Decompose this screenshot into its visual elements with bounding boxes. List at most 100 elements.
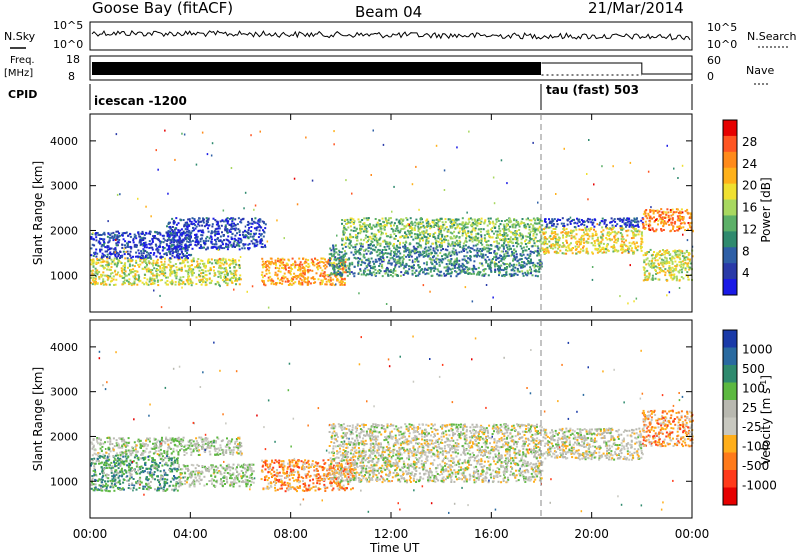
scatter-point — [419, 254, 422, 257]
scatter-point — [311, 269, 314, 272]
scatter-point — [111, 260, 114, 263]
scatter-point — [500, 250, 503, 253]
scatter-point — [427, 272, 430, 275]
scatter-point — [355, 257, 358, 260]
scatter-point — [531, 227, 534, 230]
scatter-point — [446, 265, 449, 268]
scatter-point — [591, 251, 594, 254]
scatter-point — [503, 268, 506, 270]
scatter-point — [301, 263, 304, 266]
scatter-point — [548, 236, 551, 239]
scatter-point — [492, 225, 495, 228]
scatter-point — [680, 251, 682, 254]
scatter-point — [582, 234, 585, 237]
scatter-point — [263, 263, 265, 265]
scatter-point — [469, 255, 472, 258]
scatter-point — [200, 283, 203, 286]
scatter-point — [151, 240, 154, 243]
scatter-point — [421, 237, 424, 240]
scatter-point — [647, 262, 650, 265]
scatter-point — [110, 232, 113, 235]
scatter-point — [341, 264, 344, 267]
scatter-point — [674, 260, 677, 263]
scatter-point — [103, 233, 106, 236]
scatter-point — [115, 242, 118, 245]
scatter-point — [516, 273, 519, 276]
scatter-point — [599, 250, 602, 252]
scatter-point — [464, 266, 467, 268]
scatter-point — [186, 249, 189, 252]
scatter-point — [333, 272, 336, 275]
scatter-point — [410, 255, 413, 258]
scatter-point — [402, 218, 405, 221]
scatter-point — [537, 247, 540, 250]
scatter-point — [431, 262, 434, 265]
scatter-point — [327, 258, 330, 261]
scatter-point — [280, 258, 283, 261]
scatter-point — [178, 237, 181, 240]
scatter-point — [543, 228, 545, 231]
scatter-point — [270, 279, 273, 282]
scatter-point — [597, 240, 600, 243]
scatter-point — [148, 253, 151, 256]
scatter-point — [201, 260, 204, 262]
scatter-point — [256, 240, 259, 243]
scatter-point — [263, 274, 266, 277]
scatter-point — [233, 237, 236, 240]
scatter-point — [129, 233, 132, 236]
scatter-point — [515, 230, 518, 233]
scatter-point — [478, 222, 480, 225]
scatter-point — [424, 246, 427, 249]
scatter-point — [445, 263, 448, 265]
scatter-point — [359, 227, 361, 230]
scatter-point — [121, 234, 124, 237]
scatter-point — [407, 272, 410, 275]
scatter-point — [113, 284, 116, 286]
scatter-point — [463, 247, 466, 250]
scatter-point — [483, 274, 486, 277]
scatter-point — [501, 228, 504, 231]
scatter-point — [365, 274, 367, 277]
scatter-point — [645, 278, 648, 281]
scatter-point — [671, 278, 674, 281]
scatter-point — [385, 232, 388, 235]
scatter-point — [120, 255, 123, 258]
scatter-point — [625, 229, 628, 232]
scatter-point — [226, 217, 229, 220]
scatter-point — [681, 211, 684, 214]
scatter-point — [108, 239, 111, 242]
scatter-point — [673, 268, 676, 271]
scatter-point — [349, 221, 352, 224]
scatter-point — [278, 261, 281, 264]
scatter-point — [185, 279, 188, 282]
scatter-point — [487, 217, 490, 220]
scatter-point — [101, 261, 104, 263]
scatter-point — [232, 260, 235, 263]
scatter-point — [216, 220, 219, 223]
scatter-point — [379, 236, 382, 239]
scatter-point — [403, 250, 406, 253]
scatter-point — [468, 239, 471, 242]
scatter-point — [393, 268, 395, 271]
scatter-point — [458, 272, 461, 275]
scatter-point — [192, 268, 195, 271]
scatter-point — [277, 270, 280, 273]
scatter-point — [248, 226, 251, 229]
scatter-point — [586, 241, 589, 244]
scatter-point — [226, 230, 228, 233]
scatter-point — [140, 252, 143, 255]
scatter-point — [508, 217, 511, 220]
scatter-point — [549, 247, 552, 249]
scatter-point — [515, 219, 518, 222]
scatter-point — [195, 244, 198, 247]
scatter-point — [583, 231, 585, 234]
scatter-point — [385, 268, 388, 271]
scatter-point — [649, 209, 652, 211]
scatter-point — [222, 259, 224, 262]
scatter-point — [404, 236, 407, 239]
scatter-point — [265, 269, 268, 272]
scatter-point — [384, 240, 387, 243]
scatter-point — [460, 270, 463, 273]
scatter-point — [454, 218, 457, 221]
scatter-point — [675, 275, 678, 278]
